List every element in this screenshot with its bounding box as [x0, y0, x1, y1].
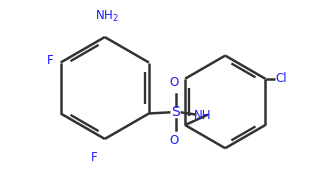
- Text: O: O: [170, 76, 179, 89]
- Text: F: F: [91, 150, 98, 164]
- Text: NH: NH: [193, 109, 211, 122]
- Text: O: O: [170, 134, 179, 147]
- Text: Cl: Cl: [276, 72, 287, 85]
- Text: S: S: [171, 105, 180, 119]
- Text: NH$_2$: NH$_2$: [95, 9, 119, 24]
- Text: F: F: [47, 54, 54, 67]
